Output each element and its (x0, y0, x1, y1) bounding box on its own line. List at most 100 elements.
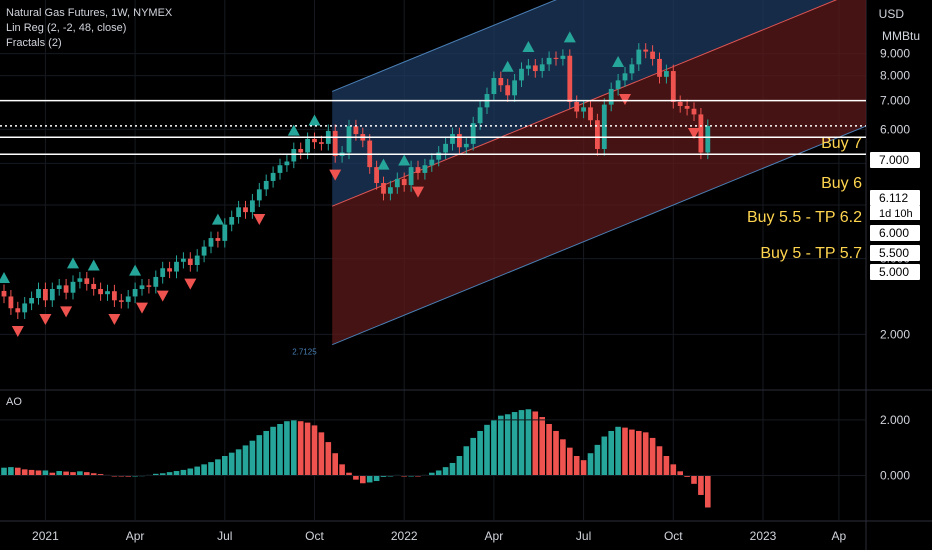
ao-bar (21, 469, 28, 476)
ao-bar (332, 453, 338, 476)
candle (15, 308, 21, 313)
candle (429, 159, 435, 166)
candle (450, 134, 455, 144)
ao-bar (256, 435, 263, 476)
ao-bar (587, 453, 594, 476)
ao-bar (442, 467, 449, 476)
ao-bar (215, 459, 221, 476)
ao-bar (698, 475, 704, 495)
candle (394, 178, 400, 188)
candle (629, 64, 635, 74)
candle (622, 73, 628, 81)
candle (63, 285, 69, 293)
ao-tick-label: 2.000 (880, 413, 910, 427)
price-tag-box (870, 152, 920, 168)
candle (574, 101, 580, 112)
candle (270, 172, 276, 181)
candle (263, 180, 269, 190)
price-tag-label: 5.000 (879, 265, 909, 279)
ao-bar (518, 410, 525, 476)
fractal-up-marker (501, 60, 514, 72)
candle (601, 104, 607, 149)
x-tick-label: 2022 (391, 529, 418, 543)
fractals-indicator-label[interactable]: Fractals (2) (6, 37, 62, 49)
candle (595, 120, 600, 149)
price-tag-box (870, 245, 920, 261)
fractal-down-marker (688, 128, 700, 140)
fractal-up-marker (287, 124, 300, 136)
candle (56, 285, 62, 289)
ao-bar (504, 414, 511, 476)
ao-bar (311, 425, 318, 476)
candle (77, 278, 83, 282)
candle (70, 281, 76, 293)
ao-bar (222, 456, 228, 476)
ao-bar (684, 475, 690, 477)
candle (215, 238, 221, 241)
candle (526, 65, 531, 69)
candle (491, 78, 497, 95)
x-tick-label: Apr (485, 529, 504, 543)
fractal-up-marker (377, 158, 390, 170)
ao-indicator-label[interactable]: AO (6, 396, 22, 408)
ao-bar (642, 432, 649, 476)
ao-bar (159, 473, 166, 476)
candle (49, 288, 55, 301)
ao-bar (90, 473, 97, 476)
candle (539, 64, 545, 72)
candle (153, 276, 159, 287)
ao-bar (705, 475, 711, 508)
candle (277, 165, 283, 173)
candle (670, 71, 676, 102)
fractal-up-marker (87, 259, 100, 271)
ao-bar (491, 419, 497, 476)
candle (298, 148, 304, 153)
ao-bar (477, 430, 483, 476)
candle (160, 268, 166, 277)
candle (705, 125, 711, 153)
ao-bar (601, 436, 608, 476)
candle (187, 258, 193, 265)
ao-bar (235, 449, 242, 476)
ao-bar (49, 472, 56, 476)
candle (422, 165, 428, 173)
ao-bar (463, 446, 470, 476)
linreg-indicator-label[interactable]: Lin Reg (2, -2, 48, close) (6, 22, 127, 34)
candle (229, 217, 235, 225)
fractal-down-marker (329, 169, 342, 181)
candle (581, 107, 586, 112)
fractal-down-marker (253, 214, 266, 226)
candle (312, 138, 317, 143)
candle (546, 57, 552, 65)
price-tag-label: 6.112 (879, 191, 908, 205)
candle (222, 224, 228, 241)
ao-bar (180, 469, 187, 476)
ao-bar (360, 475, 366, 484)
ao-bar (270, 426, 276, 476)
ao-bar (449, 462, 456, 476)
candle (567, 55, 573, 102)
ao-bar (649, 437, 656, 476)
ao-bar (511, 412, 518, 476)
y-tick-label: 8.000 (880, 69, 910, 83)
candle (615, 80, 621, 89)
candle (236, 207, 241, 218)
ao-bar (70, 472, 76, 476)
countdown-box (870, 206, 920, 220)
fractal-up-marker (0, 272, 10, 284)
candle (477, 107, 483, 124)
fractal-down-marker (156, 290, 169, 302)
candle (22, 303, 28, 313)
candle (512, 80, 517, 96)
ao-bar (456, 456, 463, 476)
candle (8, 296, 14, 309)
candle (408, 167, 414, 186)
regression-value-label: 2.7125 (292, 348, 317, 357)
ao-bar (380, 475, 387, 477)
candle (250, 200, 255, 213)
candle (105, 291, 110, 295)
ao-bar (353, 475, 359, 480)
regression-mid-line (332, 0, 838, 207)
x-tick-label: Apr (126, 529, 145, 543)
